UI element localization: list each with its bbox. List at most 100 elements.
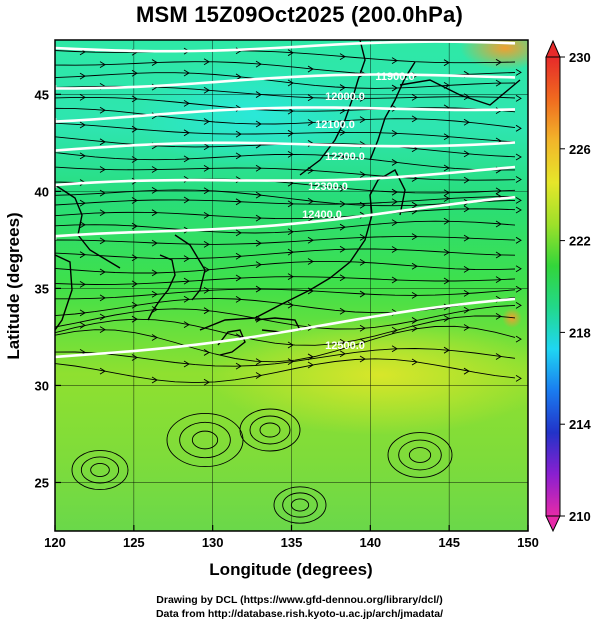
colorbar: 230 226 222 218 214 210 — [545, 39, 591, 533]
y-tick-label: 25 — [35, 475, 49, 490]
streamline — [55, 85, 516, 99]
coastline — [174, 234, 206, 301]
streamline-arrow — [339, 184, 346, 192]
streamline-arrow — [235, 152, 242, 160]
streamline-arrow — [391, 246, 398, 253]
streamline-arrow — [183, 255, 190, 263]
streamline — [55, 348, 516, 367]
eddy-streamline — [239, 408, 301, 452]
streamline — [55, 236, 516, 245]
streamline-arrow — [99, 294, 106, 302]
y-tick-label: 30 — [35, 378, 49, 393]
streamline-arrow — [79, 309, 86, 317]
streamline-arrow — [203, 378, 210, 386]
streamline-arrow — [203, 58, 210, 66]
streamline-arrow — [235, 229, 242, 237]
x-axis-title: Longitude (degrees) — [209, 560, 372, 579]
streamline-arrow — [463, 367, 470, 375]
streamline-arrow — [515, 124, 522, 132]
streamline-arrow — [235, 198, 242, 206]
streamline — [55, 220, 516, 234]
streamline-arrow — [359, 233, 366, 241]
x-axis-ticks: 120 125 130 135 140 145 150 — [44, 525, 539, 550]
streamline-arrow — [339, 307, 346, 315]
streamline-arrow — [203, 307, 210, 315]
streamline-arrow — [515, 176, 522, 183]
streamline-arrow — [203, 349, 210, 356]
streamline-arrow — [339, 338, 346, 346]
coastline — [147, 254, 176, 321]
streamline-arrow — [287, 341, 294, 349]
height-contour — [55, 106, 516, 123]
streamline-arrow — [99, 106, 106, 114]
streamline-arrow — [99, 166, 106, 173]
x-tick-label: 125 — [123, 535, 145, 550]
streamline-arrow — [307, 361, 314, 369]
streamline-arrow — [515, 153, 522, 161]
y-tick-label: 45 — [35, 87, 49, 102]
eddy-streamline — [71, 449, 129, 491]
streamline-arrow — [411, 325, 418, 332]
streamline-arrow — [235, 295, 242, 303]
streamline-arrow — [411, 115, 418, 123]
colorbar-min-triangle — [545, 515, 561, 533]
colorbar-tick-label: 218 — [569, 325, 591, 340]
streamline-arrow — [515, 335, 522, 343]
streamline-arrow — [255, 358, 262, 365]
streamline-arrow — [255, 285, 262, 293]
coastline — [299, 40, 366, 176]
streamline-arrow — [391, 198, 398, 206]
coastline — [254, 317, 302, 333]
streamline-arrow — [391, 188, 398, 196]
streamline — [55, 122, 516, 143]
streamline-arrow — [183, 100, 190, 107]
streamline-arrow — [391, 129, 398, 137]
streamline-arrow — [307, 236, 314, 244]
streamline-arrow — [411, 317, 418, 324]
streamline-arrow — [307, 65, 314, 73]
eddy-streamline — [90, 463, 110, 477]
contour-label: 12400.0 — [302, 209, 342, 221]
streamline-arrow — [255, 191, 262, 199]
x-tick-label: 140 — [359, 535, 381, 550]
streamline-arrow — [151, 306, 158, 313]
height-contour — [55, 195, 516, 240]
streamline-arrow — [359, 338, 366, 346]
coastline — [399, 79, 521, 106]
streamline-arrow — [495, 79, 502, 87]
streamline-arrow — [359, 116, 366, 123]
streamline-arrow — [151, 239, 158, 247]
streamline-arrow — [411, 233, 418, 240]
streamline-arrow — [307, 197, 314, 205]
streamline-arrow — [515, 375, 522, 382]
y-axis-title: Latitude (degrees) — [4, 212, 23, 359]
streamline-arrow — [359, 290, 366, 298]
colorbar-tick-label: 214 — [569, 417, 591, 432]
streamline-arrow — [495, 220, 502, 228]
streamline-arrow — [151, 59, 158, 66]
streamline-arrow — [79, 93, 86, 101]
streamline-arrow — [203, 164, 210, 172]
credit-data-source: Data from http://database.rish.kyoto-u.a… — [155, 608, 444, 620]
streamline-arrow — [359, 259, 366, 266]
streamline-arrow — [287, 273, 294, 281]
streamline-arrow — [463, 306, 470, 314]
streamline-arrow — [235, 362, 242, 370]
plot-area: 11900.0 12000.0 12100.0 12200.0 12300.0 12400… — [55, 40, 528, 531]
streamline — [55, 165, 516, 181]
streamline-arrow — [287, 79, 294, 87]
streamline — [55, 195, 516, 206]
streamline-arrow — [411, 93, 418, 101]
streamline-arrow — [183, 196, 190, 204]
streamline-arrow — [99, 326, 106, 333]
eddy-streamline — [259, 422, 281, 438]
streamline-arrow — [151, 186, 158, 194]
streamline-arrow — [339, 274, 346, 282]
streamline-arrow — [463, 150, 470, 158]
streamline-arrow — [235, 130, 242, 138]
streamline-arrow — [307, 258, 314, 265]
height-contour — [55, 141, 516, 152]
height-contours: 11900.0 12000.0 12100.0 12200.0 12300.0 12400… — [55, 40, 516, 359]
streamline-arrow — [203, 143, 210, 151]
streamline-arrow — [287, 129, 294, 137]
